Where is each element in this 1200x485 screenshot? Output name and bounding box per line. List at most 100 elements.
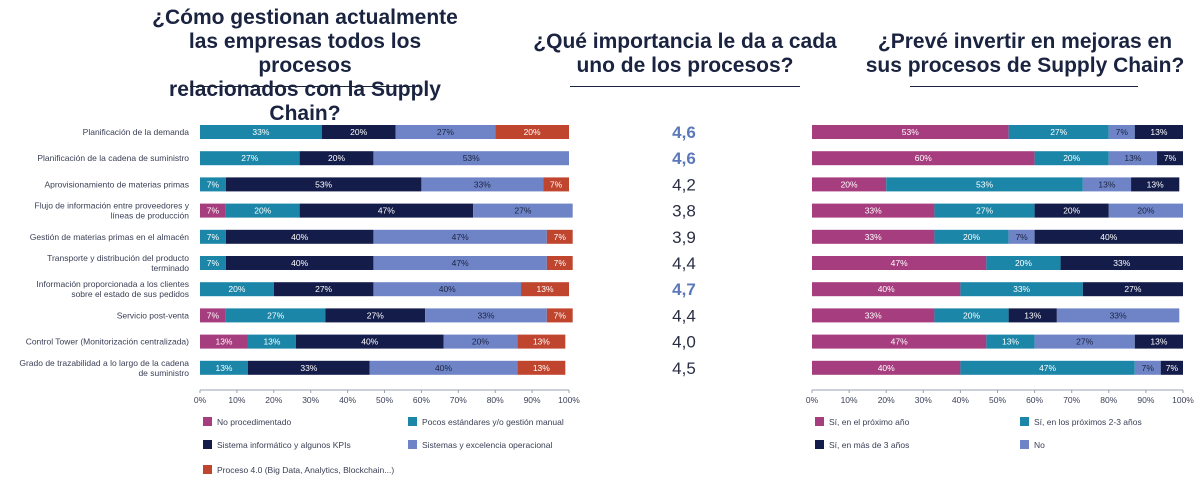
importance-value: 4,4 (672, 306, 696, 325)
right-segment-label: 7% (1166, 363, 1179, 373)
category-label: Aprovisionamiento de materias primas (44, 179, 189, 189)
left-title-rule (190, 86, 418, 87)
left-segment-label: 27% (241, 153, 258, 163)
left-segment-label: 13% (537, 284, 554, 294)
left-bar-segment (200, 177, 226, 192)
right-bar-segment (812, 151, 1035, 166)
right-segment-label: 13% (1147, 179, 1164, 189)
right-segment-label: 13% (1002, 337, 1019, 347)
left-bar-segment (200, 282, 274, 297)
category-label: Grado de trazabilidad a lo largo de la c… (19, 358, 189, 378)
right-bar-segment (960, 282, 1083, 297)
left-bar-segment (225, 177, 422, 192)
left-bar-segment (273, 282, 374, 297)
right-segment-label: 20% (841, 179, 858, 189)
left-segment-label: 20% (228, 284, 245, 294)
right-bar-segment (934, 229, 1009, 244)
right-bar-segment (812, 125, 1009, 139)
left-segment-label: 7% (550, 179, 563, 189)
left-legend-label: Proceso 4.0 (Big Data, Analytics, Blockc… (217, 465, 394, 475)
right-segment-label: 53% (902, 127, 919, 137)
middle-title-line-2: uno de los procesos? (576, 54, 794, 77)
left-legend-label: Sistemas y excelencia operacional (422, 440, 553, 450)
importance-value: 4,4 (672, 254, 696, 273)
right-bar-segment (1008, 229, 1035, 244)
right-bar-segment (1008, 125, 1109, 139)
left-title-line-1: ¿Cómo gestionan actualmente (152, 6, 458, 29)
category-label: Flujo de información entre proveedores y… (35, 201, 190, 221)
left-x-tick-label: 70% (450, 395, 467, 405)
right-bar-segment (934, 308, 1009, 323)
category-label: Información proporcionada a los clientes… (36, 279, 189, 299)
right-segment-label: 47% (891, 337, 908, 347)
right-bar-segment (1134, 125, 1183, 139)
right-segment-label: 33% (1113, 258, 1130, 268)
left-bar-segment (373, 256, 547, 270)
right-segment-label: 20% (1015, 258, 1032, 268)
right-segment-label: 53% (976, 179, 993, 189)
right-x-tick-label: 20% (878, 395, 895, 405)
right-bar-segment (812, 308, 935, 323)
left-segment-label: 13% (533, 337, 550, 347)
right-segment-label: 27% (1076, 337, 1093, 347)
left-segment-label: 20% (328, 153, 345, 163)
importance-value: 4,2 (672, 175, 696, 194)
left-segment-label: 7% (554, 232, 567, 242)
left-chart-title: ¿Cómo gestionan actualmente las empresas… (140, 6, 470, 126)
left-segment-label: 33% (252, 127, 269, 137)
left-bar-segment (247, 334, 296, 349)
left-segment-label: 27% (367, 310, 384, 320)
left-segment-label: 33% (474, 179, 491, 189)
left-segment-label: 7% (207, 232, 220, 242)
right-bar-segment (934, 203, 1035, 218)
right-x-tick-label: 60% (1026, 395, 1043, 405)
left-segment-label: 47% (452, 258, 469, 268)
left-bar-segment (247, 360, 370, 375)
importance-value: 4,7 (672, 280, 696, 299)
right-segment-label: 7% (1015, 232, 1028, 242)
category-label: Transporte y distribución del producto te… (47, 253, 189, 273)
left-x-tick-label: 80% (487, 395, 504, 405)
right-title-line-1: ¿Prevé invertir en mejoras en (877, 30, 1173, 53)
left-bar-segment (200, 360, 248, 375)
right-bar-segment (812, 256, 987, 270)
left-segment-label: 47% (378, 206, 395, 216)
right-segment-label: 33% (865, 232, 882, 242)
left-segment-label: 20% (254, 206, 271, 216)
right-segment-label: 47% (891, 258, 908, 268)
importance-value: 4,0 (672, 333, 696, 352)
left-x-tick-label: 20% (265, 395, 282, 405)
left-title-line-2: las empresas todos los procesos (188, 30, 422, 77)
right-x-tick-label: 40% (952, 395, 969, 405)
left-segment-label: 27% (315, 284, 332, 294)
right-bar-segment (1131, 177, 1180, 192)
left-title-line-3: relacionados con la Supply Chain? (169, 78, 441, 125)
left-bar-segment (546, 308, 573, 323)
left-bar-segment (373, 151, 569, 166)
left-bar-segment (200, 125, 322, 139)
left-bar-segment (546, 229, 573, 244)
right-segment-label: 33% (865, 310, 882, 320)
right-bar-segment (812, 229, 935, 244)
right-segment-label: 13% (1098, 179, 1115, 189)
left-bar-segment (517, 334, 566, 349)
right-bar-segment (812, 334, 987, 349)
right-x-tick-label: 70% (1063, 395, 1080, 405)
left-bar-segment (200, 229, 226, 244)
right-bar-segment (1082, 177, 1132, 192)
left-bar-segment (521, 282, 569, 297)
middle-title-rule (570, 86, 800, 87)
category-label-line: Información proporcionada a los clientes (36, 279, 189, 289)
left-segment-label: 7% (207, 258, 220, 268)
right-legend-swatch (815, 440, 824, 449)
left-bar-segment (200, 334, 248, 349)
left-bar-segment (321, 125, 396, 139)
left-bar-segment (225, 203, 300, 218)
right-bar-segment (1034, 334, 1135, 349)
right-chart-title: ¿Prevé invertir en mejoras en sus proces… (860, 30, 1190, 78)
right-segment-label: 20% (963, 310, 980, 320)
right-bar-segment (1034, 229, 1183, 244)
left-bar-segment (495, 125, 569, 139)
left-segment-label: 13% (533, 363, 550, 373)
right-bar-segment (1108, 151, 1158, 166)
